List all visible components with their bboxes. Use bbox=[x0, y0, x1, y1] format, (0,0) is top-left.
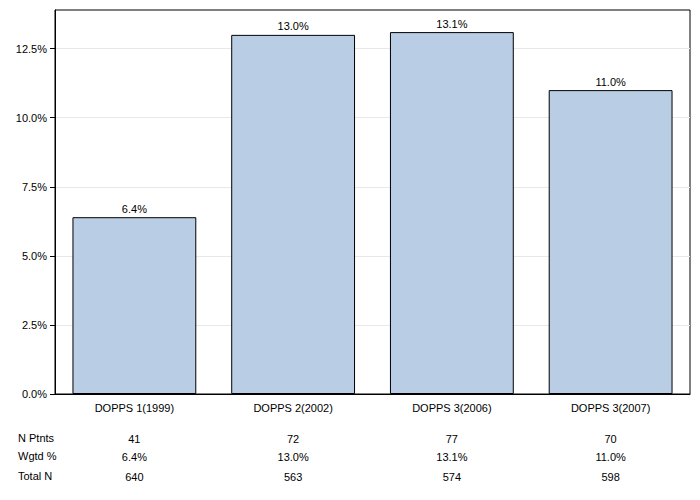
svg-text:70: 70 bbox=[605, 433, 617, 445]
svg-text:13.0%: 13.0% bbox=[278, 451, 309, 463]
svg-text:5.0%: 5.0% bbox=[22, 250, 47, 262]
svg-text:DOPPS 3(2006): DOPPS 3(2006) bbox=[412, 402, 491, 414]
svg-text:Wgtd %: Wgtd % bbox=[18, 450, 57, 462]
svg-text:13.1%: 13.1% bbox=[436, 451, 467, 463]
svg-text:6.4%: 6.4% bbox=[122, 451, 147, 463]
svg-text:DOPPS 2(2002): DOPPS 2(2002) bbox=[253, 402, 332, 414]
svg-text:13.1%: 13.1% bbox=[436, 18, 467, 30]
svg-text:574: 574 bbox=[443, 471, 461, 483]
svg-text:11.0%: 11.0% bbox=[595, 451, 626, 463]
svg-text:Total N: Total N bbox=[18, 470, 52, 482]
svg-text:11.0%: 11.0% bbox=[595, 76, 626, 88]
svg-text:N Ptnts: N Ptnts bbox=[18, 432, 55, 444]
svg-text:7.5%: 7.5% bbox=[22, 181, 47, 193]
svg-text:598: 598 bbox=[601, 471, 619, 483]
svg-text:12.5%: 12.5% bbox=[16, 43, 47, 55]
svg-text:DOPPS 1(1999): DOPPS 1(1999) bbox=[95, 402, 174, 414]
svg-text:10.0%: 10.0% bbox=[16, 112, 47, 124]
svg-text:41: 41 bbox=[128, 433, 140, 445]
svg-text:6.4%: 6.4% bbox=[122, 203, 147, 215]
svg-text:DOPPS 3(2007): DOPPS 3(2007) bbox=[571, 402, 650, 414]
svg-text:2.5%: 2.5% bbox=[22, 319, 47, 331]
svg-text:72: 72 bbox=[287, 433, 299, 445]
svg-text:640: 640 bbox=[125, 471, 143, 483]
svg-text:0.0%: 0.0% bbox=[22, 388, 47, 400]
svg-text:77: 77 bbox=[446, 433, 458, 445]
svg-text:13.0%: 13.0% bbox=[278, 20, 309, 32]
svg-text:563: 563 bbox=[284, 471, 302, 483]
